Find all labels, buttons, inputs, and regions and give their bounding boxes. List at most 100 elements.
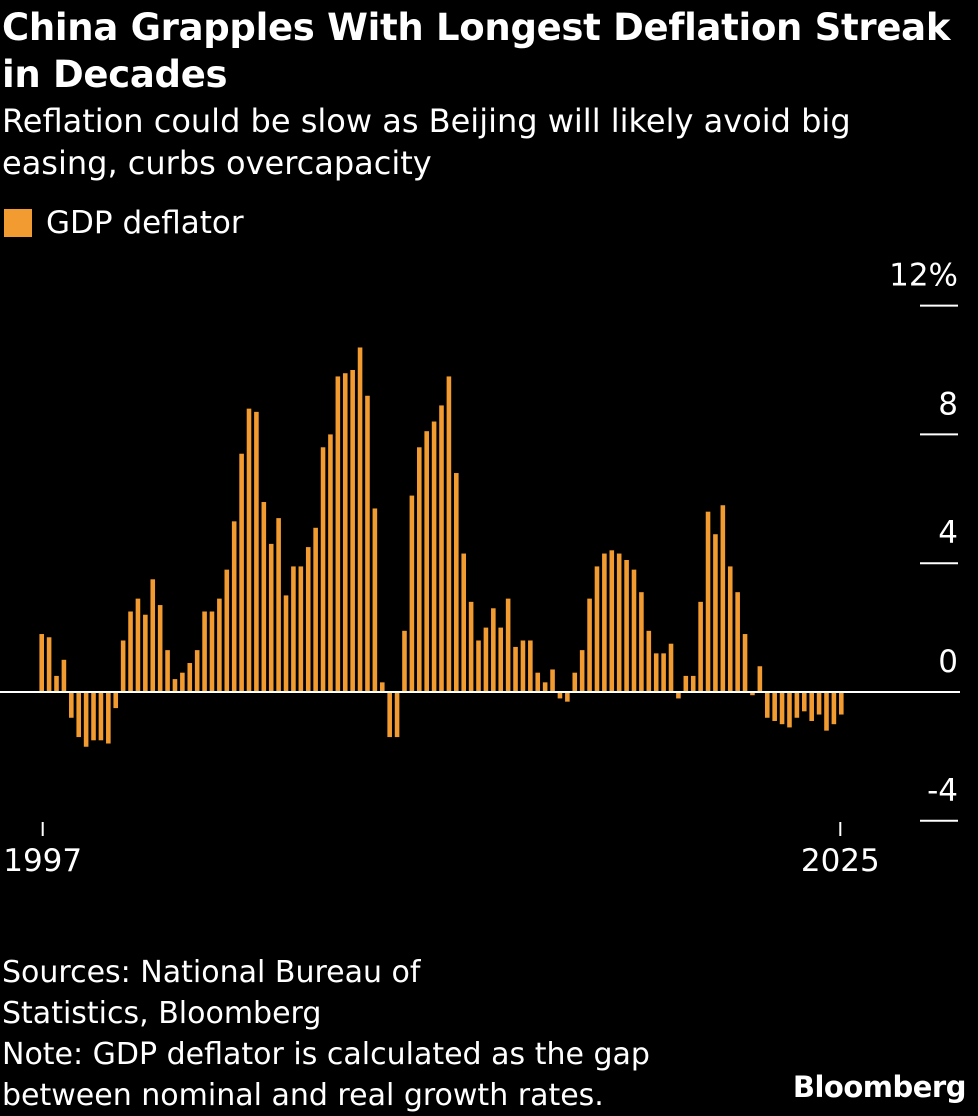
- bar-47: [387, 692, 392, 738]
- bar-38: [320, 447, 326, 692]
- bar-48: [394, 692, 400, 738]
- bar-8: [98, 692, 104, 741]
- bar-66: [528, 640, 533, 692]
- bar-83: [653, 653, 659, 692]
- y-axis: 12% 8 4 0 -4: [889, 258, 958, 822]
- bar-74: [587, 598, 592, 692]
- bar-73: [579, 650, 585, 692]
- bar-107: [831, 692, 837, 725]
- bar-89: [698, 601, 703, 692]
- bar-44: [365, 395, 370, 692]
- subtitle-line-2: easing, curbs overcapacity: [2, 144, 432, 182]
- bar-0: [39, 634, 44, 692]
- title-line-2: in Decades: [2, 53, 228, 96]
- bar-61: [491, 608, 496, 692]
- bar-9: [106, 692, 111, 744]
- bar-75: [594, 566, 600, 692]
- bar-14: [143, 614, 148, 692]
- bar-16: [157, 605, 163, 692]
- chart-title: China Grapples With Longest Deflation St…: [2, 4, 978, 98]
- x-tick-end-label: 2025: [801, 843, 880, 879]
- bar-97: [757, 666, 763, 692]
- bar-70: [557, 692, 563, 699]
- bar-29: [254, 411, 259, 692]
- footer-notes: Sources: National Bureau of Statistics, …: [2, 952, 762, 1116]
- bar-103: [801, 692, 807, 712]
- bar-group: [39, 347, 844, 747]
- bar-87: [683, 675, 689, 692]
- bar-104: [809, 692, 814, 721]
- bar-6: [83, 692, 89, 747]
- bar-71: [565, 692, 570, 702]
- bar-55: [446, 376, 452, 692]
- bar-69: [550, 669, 555, 692]
- bar-92: [720, 505, 726, 692]
- bar-56: [454, 473, 459, 692]
- bar-98: [764, 692, 770, 718]
- bar-82: [646, 630, 652, 692]
- bar-30: [261, 502, 267, 692]
- sources-line-1: Sources: National Bureau of: [2, 955, 421, 990]
- bar-102: [794, 692, 800, 718]
- title-line-1: China Grapples With Longest Deflation St…: [2, 6, 951, 49]
- y-tick-label-4: -4: [927, 773, 958, 809]
- bar-51: [416, 447, 422, 692]
- bar-23: [209, 611, 215, 692]
- bar-45: [372, 508, 378, 692]
- bar-22: [202, 611, 207, 692]
- bar-78: [616, 553, 622, 692]
- bar-10: [113, 692, 119, 709]
- bar-90: [705, 511, 711, 692]
- bar-108: [839, 692, 844, 715]
- bar-4: [69, 692, 74, 718]
- bar-18: [172, 679, 178, 692]
- bar-53: [431, 421, 437, 692]
- bar-20: [187, 663, 193, 692]
- legend-swatch: [4, 209, 32, 237]
- bar-52: [424, 431, 429, 692]
- bar-1: [46, 637, 52, 692]
- bar-25: [224, 569, 230, 692]
- bar-76: [602, 553, 607, 692]
- bar-95: [742, 634, 748, 692]
- bar-65: [520, 640, 526, 692]
- y-tick-label-0: 12%: [889, 258, 958, 294]
- bar-12: [128, 611, 133, 692]
- note-line-1: Note: GDP deflator is calculated as the …: [2, 1037, 650, 1072]
- bar-28: [246, 408, 252, 692]
- chart-subtitle: Reflation could be slow as Beijing will …: [2, 100, 972, 184]
- subtitle-line-1: Reflation could be slow as Beijing will …: [2, 102, 851, 140]
- bar-31: [268, 543, 274, 692]
- bar-32: [276, 518, 281, 692]
- bar-3: [61, 659, 67, 692]
- bar-59: [476, 640, 481, 692]
- sources-line-2: Statistics, Bloomberg: [2, 996, 322, 1031]
- bloomberg-logo: Bloomberg: [792, 1070, 967, 1104]
- bar-60: [483, 627, 489, 692]
- bar-42: [350, 370, 355, 692]
- note-line-2: between nominal and real growth rates.: [2, 1078, 604, 1113]
- bar-26: [231, 521, 237, 692]
- bar-86: [676, 692, 681, 699]
- bar-50: [409, 495, 415, 692]
- bar-13: [135, 598, 141, 692]
- bar-88: [690, 675, 696, 692]
- bar-27: [239, 453, 244, 692]
- bar-24: [217, 598, 222, 692]
- bar-101: [787, 692, 792, 728]
- bar-15: [150, 579, 156, 692]
- bar-11: [120, 640, 126, 692]
- bar-94: [735, 592, 740, 692]
- bar-96: [750, 692, 755, 696]
- bar-91: [713, 534, 718, 692]
- bar-81: [639, 592, 644, 692]
- bar-57: [461, 553, 467, 692]
- bar-67: [535, 672, 541, 692]
- bar-37: [313, 527, 318, 692]
- bar-21: [194, 650, 200, 692]
- y-tick-label-2: 4: [938, 515, 958, 551]
- y-tick-label-3: 0: [938, 644, 958, 680]
- bar-41: [342, 373, 348, 692]
- bar-46: [379, 682, 385, 692]
- bar-64: [513, 646, 518, 692]
